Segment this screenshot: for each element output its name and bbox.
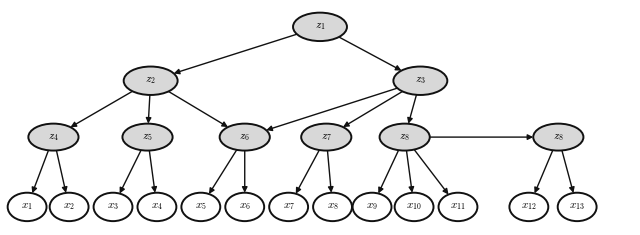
Text: $z_5$: $z_5$ [142, 132, 153, 143]
Ellipse shape [138, 193, 177, 221]
Ellipse shape [395, 193, 433, 221]
Text: $z_8$: $z_8$ [399, 132, 410, 143]
Ellipse shape [181, 193, 220, 221]
Ellipse shape [313, 193, 352, 221]
Text: $x_6$: $x_6$ [239, 201, 251, 212]
Ellipse shape [220, 124, 270, 151]
Text: $z_4$: $z_4$ [48, 132, 59, 143]
Ellipse shape [293, 13, 347, 41]
Ellipse shape [394, 67, 447, 95]
Ellipse shape [557, 193, 596, 221]
Ellipse shape [301, 124, 351, 151]
Text: $x_8$: $x_8$ [326, 201, 339, 212]
Text: $x_{11}$: $x_{11}$ [450, 201, 466, 212]
Ellipse shape [380, 124, 430, 151]
Ellipse shape [438, 193, 477, 221]
Ellipse shape [353, 193, 392, 221]
Ellipse shape [8, 193, 47, 221]
Ellipse shape [533, 124, 584, 151]
Text: $x_4$: $x_4$ [151, 201, 163, 212]
Text: $x_3$: $x_3$ [107, 201, 119, 212]
Text: $x_1$: $x_1$ [21, 201, 33, 212]
Text: $z_1$: $z_1$ [315, 21, 325, 32]
Text: $x_5$: $x_5$ [195, 201, 207, 212]
Text: $x_{12}$: $x_{12}$ [521, 201, 537, 212]
Ellipse shape [122, 124, 173, 151]
Ellipse shape [124, 67, 178, 95]
Ellipse shape [509, 193, 548, 221]
Ellipse shape [269, 193, 308, 221]
Ellipse shape [50, 193, 88, 221]
Text: $x_2$: $x_2$ [63, 201, 75, 212]
Text: $z_7$: $z_7$ [321, 132, 332, 143]
Ellipse shape [225, 193, 264, 221]
Text: $x_{10}$: $x_{10}$ [406, 201, 422, 212]
Text: $z_6$: $z_6$ [239, 132, 250, 143]
Text: $x_7$: $x_7$ [283, 201, 294, 212]
Ellipse shape [93, 193, 132, 221]
Text: $z_3$: $z_3$ [415, 75, 426, 86]
Text: $z_2$: $z_2$ [145, 75, 156, 86]
Text: $z_8$: $z_8$ [553, 132, 564, 143]
Text: $x_9$: $x_9$ [366, 201, 378, 212]
Ellipse shape [28, 124, 79, 151]
Text: $x_{13}$: $x_{13}$ [569, 201, 585, 212]
